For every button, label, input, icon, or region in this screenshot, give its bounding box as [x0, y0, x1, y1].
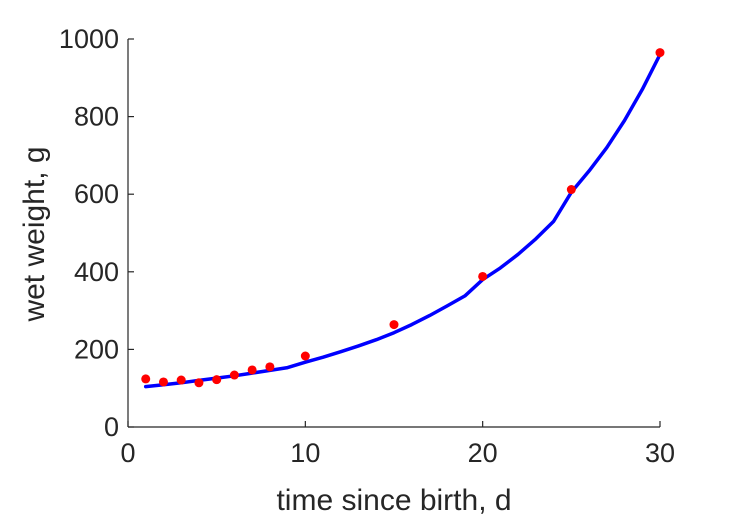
y-tick-label: 800: [74, 102, 119, 132]
data-point: [141, 374, 151, 384]
data-point: [566, 185, 576, 195]
y-tick-label: 400: [74, 257, 119, 287]
data-point: [655, 48, 665, 58]
y-tick-label: 200: [74, 334, 119, 364]
points-layer: [141, 48, 665, 388]
x-axis-title: time since birth, d: [276, 484, 511, 517]
data-point: [194, 378, 204, 388]
fit-curve-line: [143, 52, 662, 389]
y-axis-title: wet weight, g: [18, 146, 51, 322]
data-point: [247, 365, 257, 375]
axes-layer: 0 10 20 30 0 200 400 600 800 1000: [59, 24, 675, 468]
data-point: [300, 351, 310, 361]
curve-layer: [143, 52, 662, 389]
x-tick-label: 20: [468, 438, 498, 468]
data-point: [229, 370, 239, 380]
y-tick-label: 0: [104, 412, 119, 442]
data-point: [478, 271, 488, 281]
x-tick-label: 30: [645, 438, 675, 468]
data-point: [176, 375, 186, 385]
y-tick-label: 600: [74, 179, 119, 209]
data-point: [389, 320, 399, 330]
x-tick-label: 10: [290, 438, 320, 468]
data-point: [212, 375, 222, 385]
data-point: [265, 362, 275, 372]
data-point: [158, 377, 168, 387]
y-tick-label: 1000: [59, 24, 119, 54]
x-tick-label: 0: [120, 438, 135, 468]
